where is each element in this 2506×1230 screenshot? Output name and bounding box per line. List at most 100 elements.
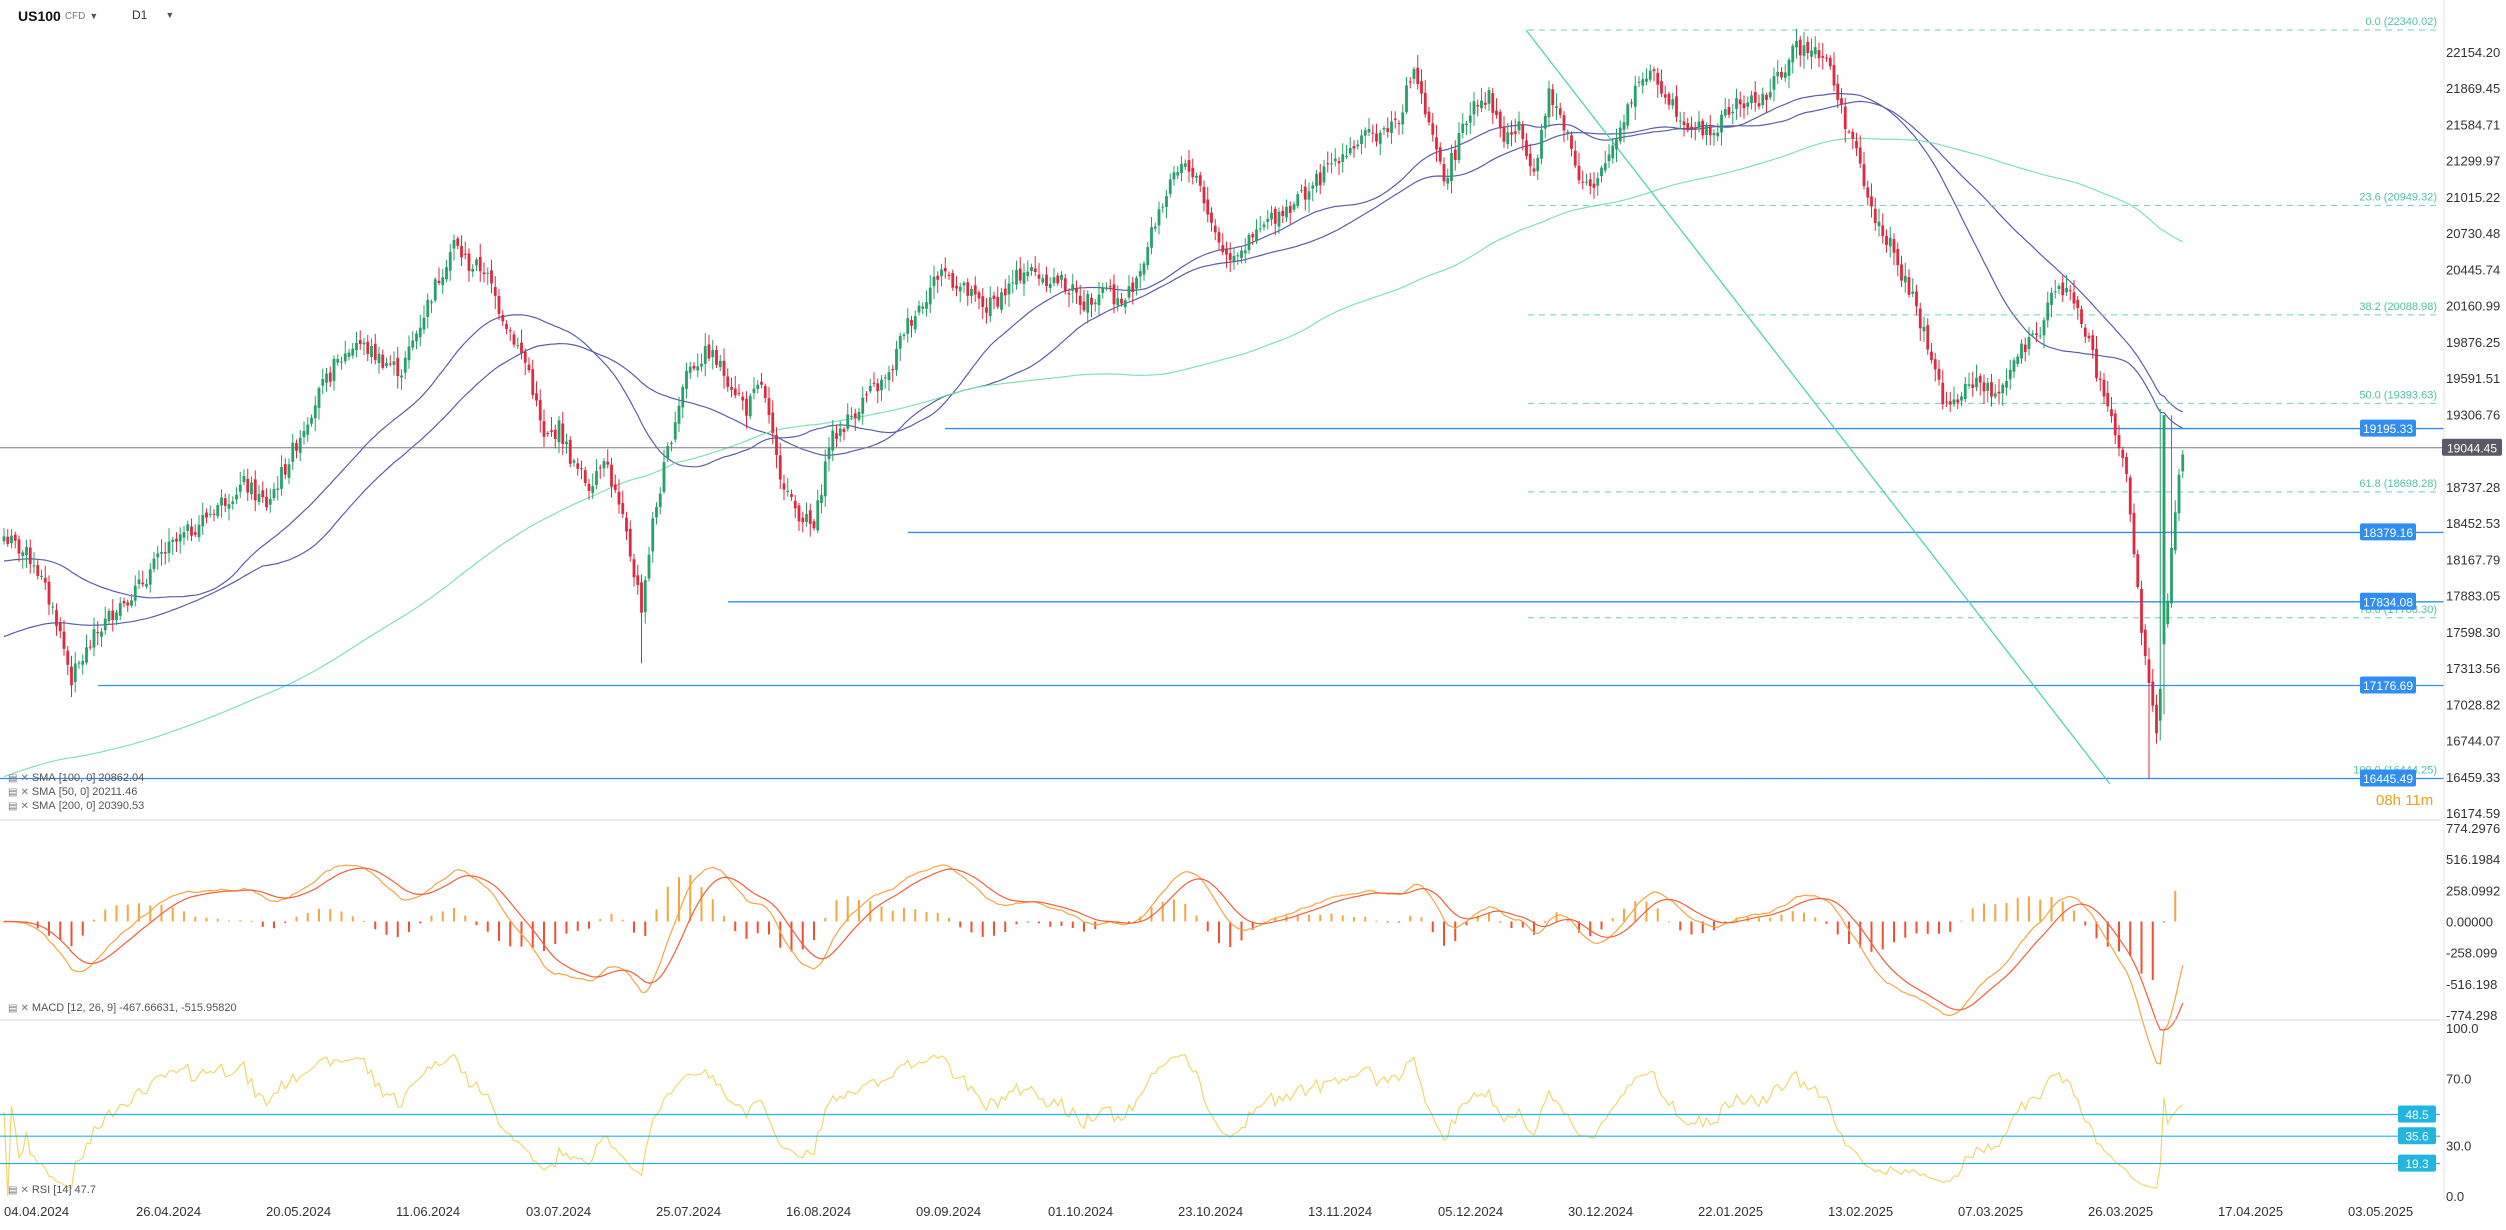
candle — [981, 288, 985, 320]
close-icon[interactable]: ✕ — [20, 800, 29, 812]
candle — [2038, 326, 2042, 340]
candle — [122, 597, 126, 608]
candle-body — [2177, 474, 2181, 514]
macd-histogram-bar — [1544, 921, 1547, 923]
candle-body — [1262, 224, 1266, 228]
candle-body — [238, 484, 242, 492]
candle — [1877, 208, 1881, 237]
macd-histogram-bar — [970, 921, 973, 933]
timeframe-selector[interactable]: D1 ▼ — [132, 8, 174, 22]
candle-body — [1401, 112, 1405, 125]
candle-body — [197, 524, 201, 538]
macd-histogram-bar — [1476, 915, 1479, 922]
candle — [1262, 221, 1266, 231]
indicator-value: 20862.04 — [98, 772, 145, 784]
candle — [508, 327, 512, 341]
candle — [726, 368, 730, 392]
price-level-tag-text: 17834.08 — [2363, 595, 2413, 609]
candle — [1022, 263, 1026, 296]
candle-body — [1378, 132, 1382, 144]
candle-body — [145, 584, 148, 587]
candle — [212, 509, 216, 522]
price-level-tag-text: 17176.69 — [2363, 679, 2413, 693]
candle — [137, 570, 141, 589]
candle-body — [1731, 111, 1735, 114]
candle — [111, 599, 115, 632]
indicator-legend-sma200[interactable]: ▤ ✕ SMA [200, 0] 20390.53 — [8, 800, 144, 812]
candle-body — [1371, 132, 1375, 134]
candle — [2035, 322, 2038, 343]
candle-body — [1228, 253, 1232, 261]
candle — [126, 599, 130, 613]
candle — [932, 265, 936, 300]
candle-body — [212, 513, 216, 515]
close-icon[interactable]: ✕ — [20, 786, 29, 798]
candle-body — [2147, 659, 2151, 683]
macd-histogram-bar — [2039, 899, 2042, 922]
candle — [625, 511, 628, 541]
candle — [2158, 408, 2162, 741]
candle — [58, 617, 62, 639]
candle-body — [1157, 209, 1161, 226]
candle — [1003, 279, 1007, 305]
candle — [250, 476, 253, 500]
macd-histogram-bar — [588, 921, 590, 929]
candle — [81, 654, 85, 675]
close-icon[interactable]: ✕ — [20, 772, 29, 784]
candle — [388, 355, 392, 367]
candle-body — [1300, 190, 1303, 192]
candle — [448, 243, 452, 281]
candle — [475, 257, 478, 271]
candle-body — [310, 417, 313, 424]
symbol-header[interactable]: US100 CFD ▼ — [18, 8, 98, 24]
candle-body — [66, 650, 70, 665]
settings-icon[interactable]: ▤ — [8, 772, 18, 784]
candle-body — [2038, 335, 2042, 337]
candle — [152, 551, 156, 573]
candle-body — [1753, 92, 1757, 103]
macd-legend[interactable]: ▤ ✕ MACD [12, 26, 9] -467.66631, -515.95… — [8, 1002, 237, 1014]
close-icon[interactable]: ✕ — [20, 1002, 29, 1014]
candle — [43, 565, 47, 590]
indicator-legend-sma50[interactable]: ▤ ✕ SMA [50, 0] 20211.46 — [8, 786, 137, 798]
macd-histogram-bar — [723, 916, 725, 922]
candle — [1960, 392, 1963, 407]
macd-histogram-bar — [925, 912, 928, 922]
candle-body — [1423, 92, 1427, 115]
candle-body — [392, 361, 396, 365]
close-icon[interactable]: ✕ — [20, 1184, 29, 1196]
candle-body — [1337, 161, 1341, 164]
settings-icon[interactable]: ▤ — [8, 800, 18, 812]
candle — [1742, 95, 1746, 119]
candle-body — [257, 493, 261, 502]
settings-icon[interactable]: ▤ — [8, 786, 18, 798]
candle-body — [2098, 378, 2102, 380]
timeframe-dropdown-icon[interactable]: ▼ — [165, 10, 175, 20]
macd-histogram-bar — [149, 905, 152, 922]
indicator-legend-sma100[interactable]: ▤ ✕ SMA [100, 0] 20862.04 — [8, 772, 144, 784]
candle — [1018, 257, 1022, 284]
candle-body — [1585, 181, 1588, 183]
rsi-legend[interactable]: ▤ ✕ RSI [14] 47.7 — [8, 1184, 96, 1196]
symbol-dropdown-icon[interactable]: ▼ — [89, 11, 99, 21]
candle-body — [1322, 166, 1326, 183]
settings-icon[interactable]: ▤ — [8, 1002, 18, 1014]
macd-histogram-bar — [1060, 921, 1063, 926]
candle-body — [1933, 359, 1937, 370]
candle-body — [2140, 589, 2143, 633]
indicator-params: [100, 0] — [58, 772, 96, 784]
candle — [130, 593, 133, 608]
candle — [92, 617, 96, 657]
candle — [1532, 158, 1536, 176]
candle-body — [707, 344, 711, 359]
current-price-tag-text: 19044.45 — [2447, 441, 2497, 455]
settings-icon[interactable]: ▤ — [8, 1184, 18, 1196]
candle — [1637, 76, 1641, 88]
candle-body — [1566, 131, 1570, 134]
candle — [1086, 290, 1090, 324]
candle-body — [118, 603, 122, 616]
candle-body — [988, 297, 992, 317]
candle-body — [2091, 335, 2095, 350]
candle — [2110, 396, 2113, 423]
